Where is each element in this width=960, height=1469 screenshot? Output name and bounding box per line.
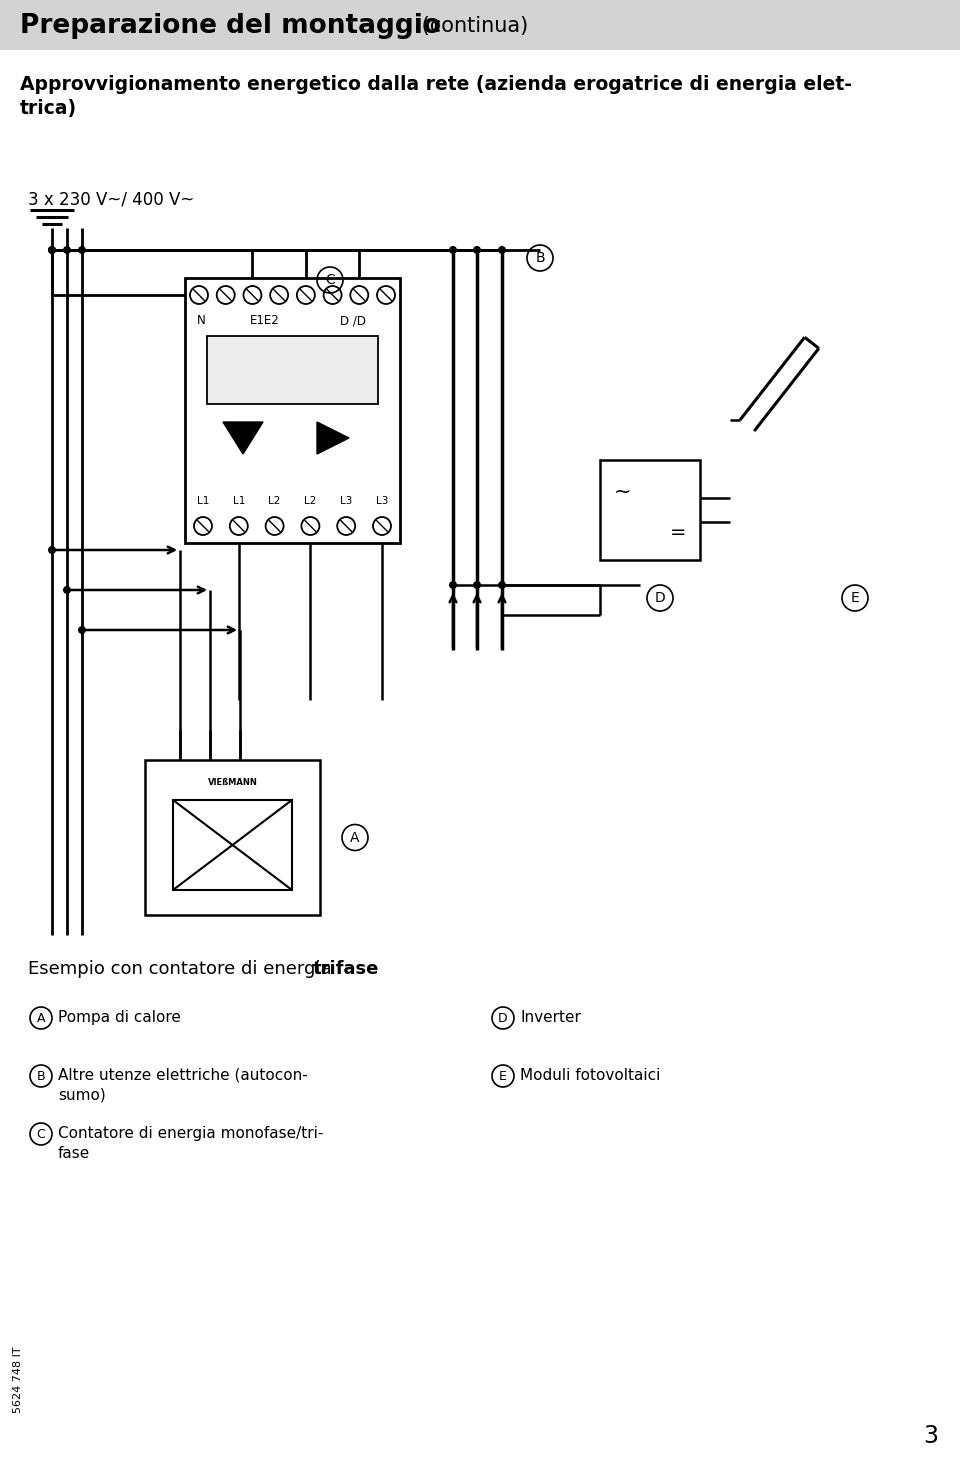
Text: L1: L1 xyxy=(232,497,245,505)
Polygon shape xyxy=(317,422,349,454)
Text: A: A xyxy=(36,1012,45,1024)
Text: B: B xyxy=(535,251,545,264)
Text: L1: L1 xyxy=(197,497,209,505)
Circle shape xyxy=(449,582,457,589)
Circle shape xyxy=(498,245,506,254)
Text: 5624 748 IT: 5624 748 IT xyxy=(13,1347,23,1413)
Text: trifase: trifase xyxy=(313,961,379,978)
Bar xyxy=(185,278,400,544)
Text: Preparazione del montaggio: Preparazione del montaggio xyxy=(20,13,441,40)
Bar xyxy=(600,460,700,560)
Text: Approvvigionamento energetico dalla rete (azienda erogatrice di energia elet-
tr: Approvvigionamento energetico dalla rete… xyxy=(20,75,852,118)
Text: Pompa di calore: Pompa di calore xyxy=(58,1011,180,1025)
Text: Altre utenze elettriche (autocon-
sumo): Altre utenze elettriche (autocon- sumo) xyxy=(58,1068,308,1103)
Circle shape xyxy=(473,582,481,589)
Text: Esempio con contatore di energia: Esempio con contatore di energia xyxy=(28,961,337,978)
Circle shape xyxy=(48,245,56,254)
Text: (continua): (continua) xyxy=(415,16,528,37)
Text: 3: 3 xyxy=(923,1423,938,1448)
Bar xyxy=(0,0,960,50)
Text: 3 x 230 V~/ 400 V~: 3 x 230 V~/ 400 V~ xyxy=(28,190,194,209)
Text: L3: L3 xyxy=(340,497,352,505)
Text: VIEßMANN: VIEßMANN xyxy=(207,777,257,786)
Text: =: = xyxy=(670,523,686,542)
Text: C: C xyxy=(36,1128,45,1140)
Circle shape xyxy=(498,582,506,589)
Circle shape xyxy=(48,245,56,254)
Bar xyxy=(207,336,378,404)
Text: D: D xyxy=(655,591,665,605)
Circle shape xyxy=(449,245,457,254)
Bar xyxy=(173,801,292,890)
Text: Contatore di energia monofase/tri-
fase: Contatore di energia monofase/tri- fase xyxy=(58,1127,324,1161)
Text: E: E xyxy=(851,591,859,605)
Text: Inverter: Inverter xyxy=(520,1011,581,1025)
Bar xyxy=(145,759,320,915)
Text: C: C xyxy=(325,273,335,286)
Text: L3: L3 xyxy=(375,497,388,505)
Circle shape xyxy=(63,245,71,254)
Text: N: N xyxy=(197,314,205,328)
Text: Moduli fotovoltaici: Moduli fotovoltaici xyxy=(520,1068,660,1083)
Text: D: D xyxy=(498,1012,508,1024)
Circle shape xyxy=(473,245,481,254)
Text: D /D: D /D xyxy=(340,314,366,328)
Text: ~: ~ xyxy=(613,482,631,502)
Text: L2: L2 xyxy=(304,497,317,505)
Circle shape xyxy=(78,245,86,254)
Text: B: B xyxy=(36,1069,45,1083)
Text: E1E2: E1E2 xyxy=(251,314,280,328)
Text: L2: L2 xyxy=(269,497,280,505)
Polygon shape xyxy=(223,422,263,454)
Circle shape xyxy=(48,546,56,554)
Text: E: E xyxy=(499,1069,507,1083)
Text: A: A xyxy=(350,830,360,845)
Circle shape xyxy=(63,586,71,593)
Circle shape xyxy=(78,626,86,635)
